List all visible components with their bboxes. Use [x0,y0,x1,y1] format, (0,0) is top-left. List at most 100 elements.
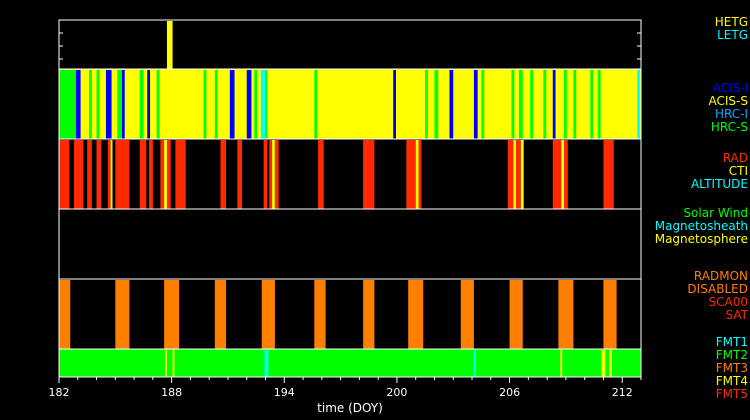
panel-radmon [58,278,642,350]
interval-bar [164,280,180,349]
interval-bar [74,140,84,209]
interval-bar [564,70,567,139]
interval-bar [264,350,269,377]
interval-bar [509,280,523,349]
interval-bar [263,140,268,209]
interval-bar [96,140,102,209]
interval-bar [552,70,556,139]
interval-bar [156,70,160,139]
legend-radmon: RADMON DISABLED SCA00 SAT [687,270,748,322]
interval-bar [261,280,275,349]
interval-bar [115,140,130,209]
interval-bar [274,140,279,209]
legend-entry: HRC-I [714,107,748,121]
x-tick-label: 212 [612,386,633,399]
interval-bar [520,140,524,209]
legend-grating: HETG LETG [715,16,748,42]
interval-bar [89,70,92,139]
legend-entry: Solar Wind [683,206,748,220]
interval-bar [269,140,273,209]
interval-bar [166,21,173,69]
legend-entry: Magnetosheath [654,219,748,233]
interval-bar [59,140,70,209]
legend-entry: FMT4 [715,374,748,388]
legend-region: Solar Wind Magnetosheath Magnetosphere [655,207,748,246]
interval-bar [473,350,476,377]
interval-bar [254,70,258,139]
interval-bar [418,140,422,209]
interval-bar [214,280,227,349]
legend-entry: FMT2 [715,348,748,362]
interval-bar [449,70,454,139]
interval-bar [59,280,71,349]
interval-bar [246,70,252,139]
panel-instrument [58,68,642,140]
interval-bar [117,70,122,139]
interval-bar [460,280,474,349]
interval-bar [560,350,563,377]
legend-entry: ACIS-I [712,81,748,95]
legend-entry: ALTITUDE [690,177,748,191]
legend-entry: HRC-S [710,120,748,134]
x-tick-label: 182 [49,386,70,399]
interval-bar [105,70,112,139]
interval-bar [149,140,153,209]
interval-bar [164,140,167,209]
legend-instrument: ACIS-I ACIS-S HRC-I HRC-S [709,82,748,134]
legend-entry: LETG [717,28,748,42]
legend-entry: FMT1 [715,335,748,349]
interval-bar [518,70,523,139]
interval-bar [139,70,144,139]
legend-entry: RAD [722,151,748,165]
interval-bar [314,280,326,349]
interval-bar [172,350,175,377]
legend-entry: RADMON [693,269,748,283]
interval-bar [558,280,574,349]
interval-bar [110,140,113,209]
interval-bar [214,70,218,139]
panel-background [59,349,641,377]
x-tick-label: 188 [161,386,182,399]
legend-entry: Magnetosphere [654,232,748,246]
interval-bar [552,140,562,209]
legend-entry: HETG [714,15,748,29]
interval-bar [564,140,568,209]
interval-bar [115,280,130,349]
interval-bar [220,140,227,209]
interval-bar [237,140,243,209]
interval-bar [601,350,606,377]
legend-format: FMT1 FMT2 FMT3 FMT4 FMT5 [716,336,748,401]
x-axis: 182 188 194 200 206 212 [49,376,642,399]
interval-bar [59,70,76,139]
interval-bar [543,70,547,139]
interval-bar [121,70,125,139]
x-tick-label: 200 [386,386,407,399]
interval-bar [637,70,641,139]
legend-entry: DISABLED [687,282,748,296]
legend-radiation: RAD CTI ALTITUDE [691,152,748,191]
interval-bar [160,140,165,209]
interval-bar [175,140,186,209]
interval-bar [530,70,534,139]
interval-bar [609,350,612,377]
interval-bar [229,70,235,139]
interval-bar [272,140,275,209]
interval-bar [393,70,396,139]
x-axis-label: time (DOY) [317,401,383,415]
interval-bar [87,140,92,209]
interval-bar [139,140,147,209]
interval-bar [415,140,419,209]
interval-bar [434,70,439,139]
interval-bar [603,140,614,209]
interval-bar [75,70,81,139]
interval-bar [513,140,517,209]
legend-entry: SAT [725,308,748,322]
legend-entry: FMT3 [715,361,748,375]
interval-bar [408,280,424,349]
interval-bar [473,70,478,139]
legend-entry: ACIS-S [708,94,748,108]
interval-bar [147,70,151,139]
interval-bar [597,70,601,139]
interval-bar [406,140,416,209]
